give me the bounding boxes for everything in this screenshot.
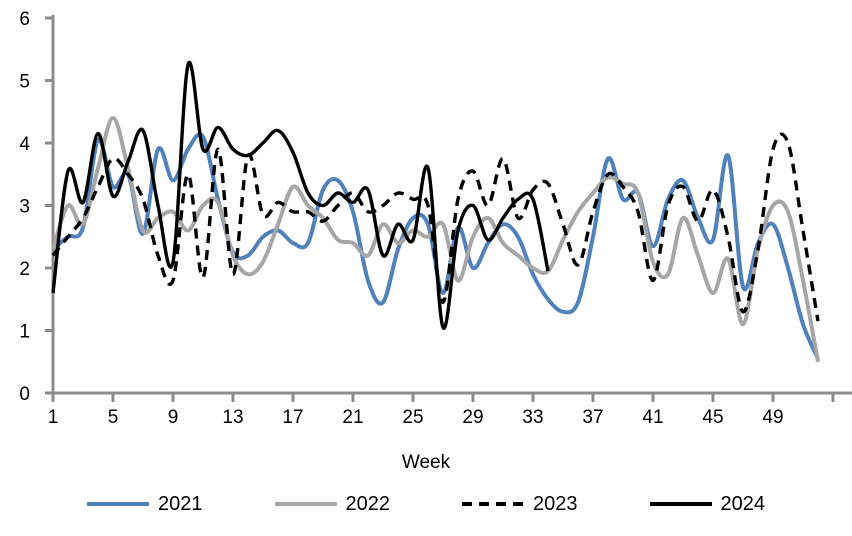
x-tick-label: 41 <box>642 407 663 428</box>
legend-item-2024: 2024 <box>649 493 766 515</box>
x-tick-label: 25 <box>402 407 423 428</box>
x-tick-label: 17 <box>282 407 303 428</box>
legend-item-2021: 2021 <box>87 494 203 514</box>
y-tick-label: 1 <box>19 322 30 343</box>
legend-label-2022: 2022 <box>345 493 391 515</box>
legend-line-sample-2022 <box>274 502 337 506</box>
x-tick-label: 37 <box>582 407 603 428</box>
legend-label-2021: 2021 <box>158 493 203 515</box>
x-tick-label: 5 <box>108 407 119 428</box>
legend-item-2023: 2023 <box>462 494 578 514</box>
x-tick-label: 45 <box>702 407 723 428</box>
y-tick-label: 3 <box>19 197 30 218</box>
x-tick-label: 21 <box>342 407 363 428</box>
series-line-2022 <box>51 116 820 363</box>
series-line-2024 <box>51 60 550 330</box>
y-tick-label: 0 <box>19 384 30 405</box>
y-tick-label: 6 <box>19 9 30 30</box>
x-tick-label: 1 <box>48 407 59 428</box>
legend-line-sample-2024 <box>649 502 712 506</box>
x-axis-title: Week <box>401 452 451 473</box>
y-tick-label: 2 <box>19 259 30 280</box>
legend-label-2024: 2024 <box>720 493 766 515</box>
x-tick-label: 49 <box>762 407 783 428</box>
x-tick-label: 9 <box>168 407 179 428</box>
legend-line-sample-2021 <box>87 502 149 506</box>
series-line-2023 <box>51 132 820 322</box>
legend: 2021 2022 2023 2024 <box>0 494 852 514</box>
legend-line-sample-2023 <box>462 502 524 506</box>
x-tick-label: 33 <box>522 407 543 428</box>
x-tick-label: 29 <box>462 407 483 428</box>
legend-label-2023: 2023 <box>533 493 578 515</box>
y-tick-label: 5 <box>19 72 30 93</box>
legend-item-2022: 2022 <box>274 493 391 515</box>
y-tick-label: 4 <box>19 134 30 155</box>
x-tick-label: 13 <box>222 407 243 428</box>
